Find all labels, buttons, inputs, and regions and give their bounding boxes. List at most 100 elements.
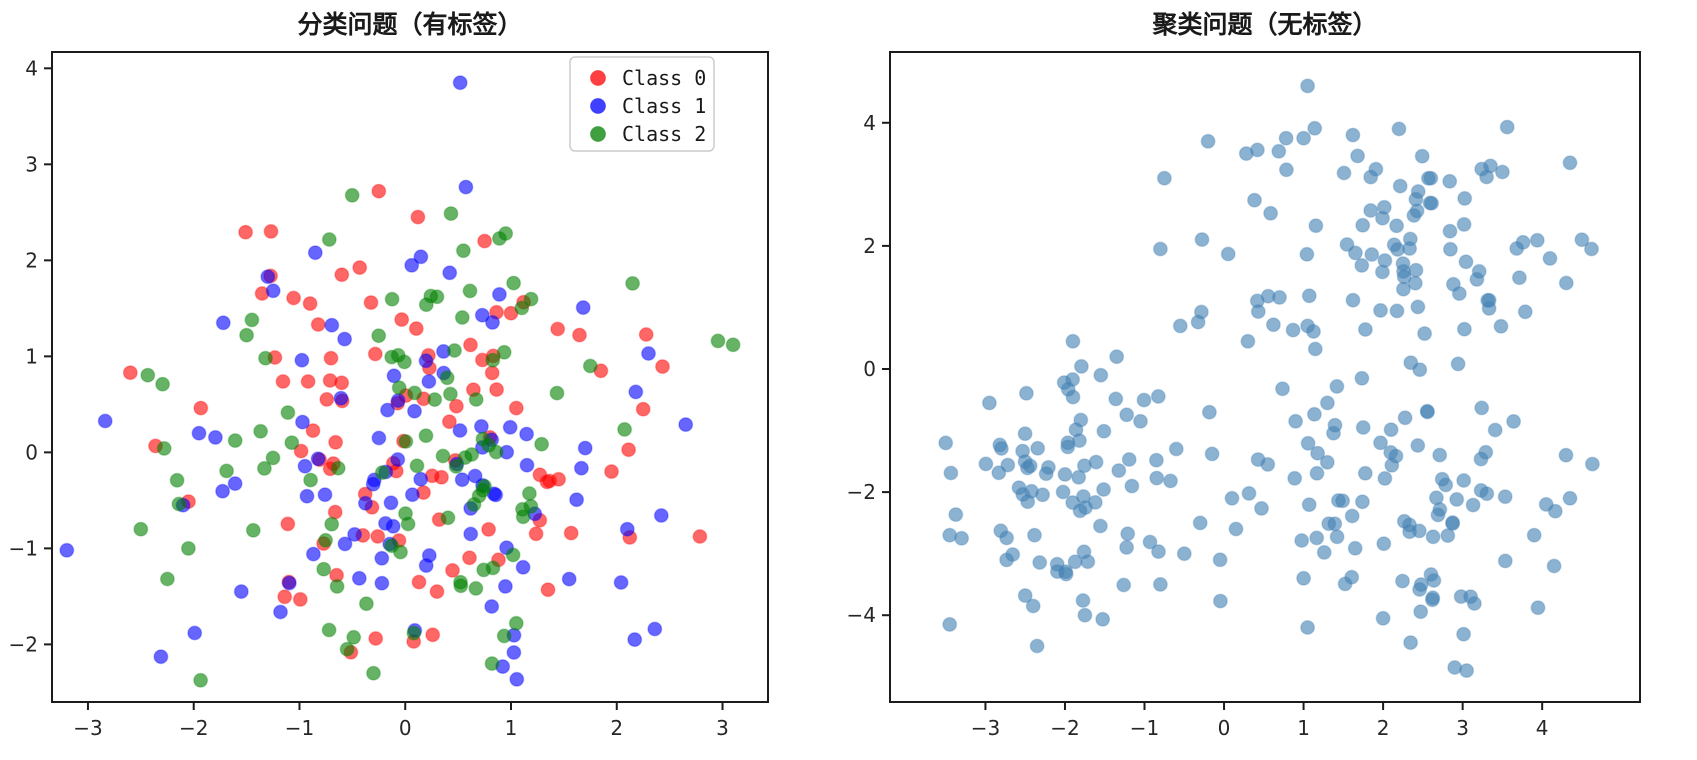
y-tick-label: 0 bbox=[863, 357, 876, 381]
data-point bbox=[386, 368, 402, 384]
data-point bbox=[1417, 326, 1433, 342]
data-point bbox=[265, 283, 281, 299]
data-point bbox=[1156, 170, 1172, 186]
data-point bbox=[371, 430, 387, 446]
data-point bbox=[294, 352, 310, 368]
data-point bbox=[655, 359, 671, 375]
data-point bbox=[316, 561, 332, 577]
data-point bbox=[1055, 484, 1071, 500]
data-point bbox=[357, 495, 373, 511]
x-tick-label: 1 bbox=[1297, 716, 1310, 740]
data-point bbox=[1301, 497, 1317, 513]
data-point bbox=[1149, 470, 1165, 486]
data-point bbox=[398, 434, 414, 450]
data-point bbox=[1410, 299, 1426, 315]
data-point bbox=[374, 465, 390, 481]
data-point bbox=[1402, 231, 1418, 247]
data-point bbox=[371, 328, 387, 344]
data-point bbox=[1376, 199, 1392, 215]
data-point bbox=[427, 392, 443, 408]
data-point bbox=[462, 283, 478, 299]
data-point bbox=[1301, 288, 1317, 304]
data-point bbox=[159, 571, 175, 587]
data-point bbox=[215, 315, 231, 331]
data-point bbox=[1546, 558, 1562, 574]
data-point bbox=[215, 483, 231, 499]
data-point bbox=[938, 435, 954, 451]
data-point bbox=[169, 472, 185, 488]
data-point bbox=[1017, 426, 1033, 442]
data-point bbox=[1119, 539, 1135, 555]
data-point bbox=[496, 628, 512, 644]
data-point bbox=[1088, 454, 1104, 470]
data-point bbox=[1487, 422, 1503, 438]
data-point bbox=[942, 616, 958, 632]
data-point bbox=[263, 223, 279, 239]
data-point bbox=[1058, 566, 1074, 582]
data-point bbox=[1116, 577, 1132, 593]
axes-spines bbox=[51, 51, 769, 703]
data-point bbox=[540, 582, 556, 598]
data-point bbox=[485, 314, 501, 330]
data-point bbox=[1241, 485, 1257, 501]
data-point bbox=[454, 310, 470, 326]
data-point bbox=[481, 521, 497, 537]
data-point bbox=[319, 391, 335, 407]
data-point bbox=[1307, 120, 1323, 136]
data-point bbox=[1108, 391, 1124, 407]
data-point bbox=[277, 589, 293, 605]
data-point bbox=[1515, 234, 1531, 250]
data-point bbox=[429, 584, 445, 600]
data-point bbox=[993, 523, 1009, 539]
data-point bbox=[1386, 237, 1402, 253]
data-point bbox=[508, 400, 524, 416]
data-point bbox=[1035, 487, 1051, 503]
legend-marker-0 bbox=[590, 70, 606, 86]
data-point bbox=[506, 275, 522, 291]
data-point bbox=[59, 542, 75, 558]
data-point bbox=[628, 384, 644, 400]
data-point bbox=[408, 321, 424, 337]
data-point bbox=[239, 327, 255, 343]
data-point bbox=[273, 604, 289, 620]
data-point bbox=[1120, 526, 1136, 542]
data-point bbox=[1121, 452, 1137, 468]
data-point bbox=[418, 558, 434, 574]
data-point bbox=[1473, 451, 1489, 467]
data-point bbox=[467, 468, 483, 484]
data-point bbox=[1497, 489, 1513, 505]
data-point bbox=[1403, 355, 1419, 371]
data-point bbox=[418, 353, 434, 369]
data-point bbox=[474, 307, 490, 323]
data-point bbox=[484, 656, 500, 672]
data-point bbox=[1032, 555, 1048, 571]
data-point bbox=[1442, 173, 1458, 189]
data-point bbox=[1473, 482, 1489, 498]
data-point bbox=[1406, 207, 1422, 223]
data-point bbox=[635, 401, 651, 417]
data-point bbox=[1278, 162, 1294, 178]
data-point bbox=[452, 423, 468, 439]
data-point bbox=[1426, 573, 1442, 589]
data-point bbox=[641, 346, 657, 362]
data-point bbox=[423, 288, 439, 304]
data-point bbox=[463, 337, 479, 353]
data-point bbox=[1075, 593, 1091, 609]
data-point bbox=[457, 450, 473, 466]
data-point bbox=[509, 671, 525, 687]
data-point bbox=[1319, 395, 1335, 411]
data-point bbox=[421, 374, 437, 390]
data-point bbox=[1403, 635, 1419, 651]
data-point bbox=[519, 457, 535, 473]
data-point bbox=[363, 295, 379, 311]
data-point bbox=[365, 476, 381, 492]
y-tick-label: 2 bbox=[25, 248, 38, 272]
data-point bbox=[286, 290, 302, 306]
data-point bbox=[678, 417, 694, 433]
data-point bbox=[1060, 381, 1076, 397]
data-point bbox=[710, 333, 726, 349]
data-point bbox=[1274, 381, 1290, 397]
data-point bbox=[366, 665, 382, 681]
data-point bbox=[1542, 250, 1558, 266]
